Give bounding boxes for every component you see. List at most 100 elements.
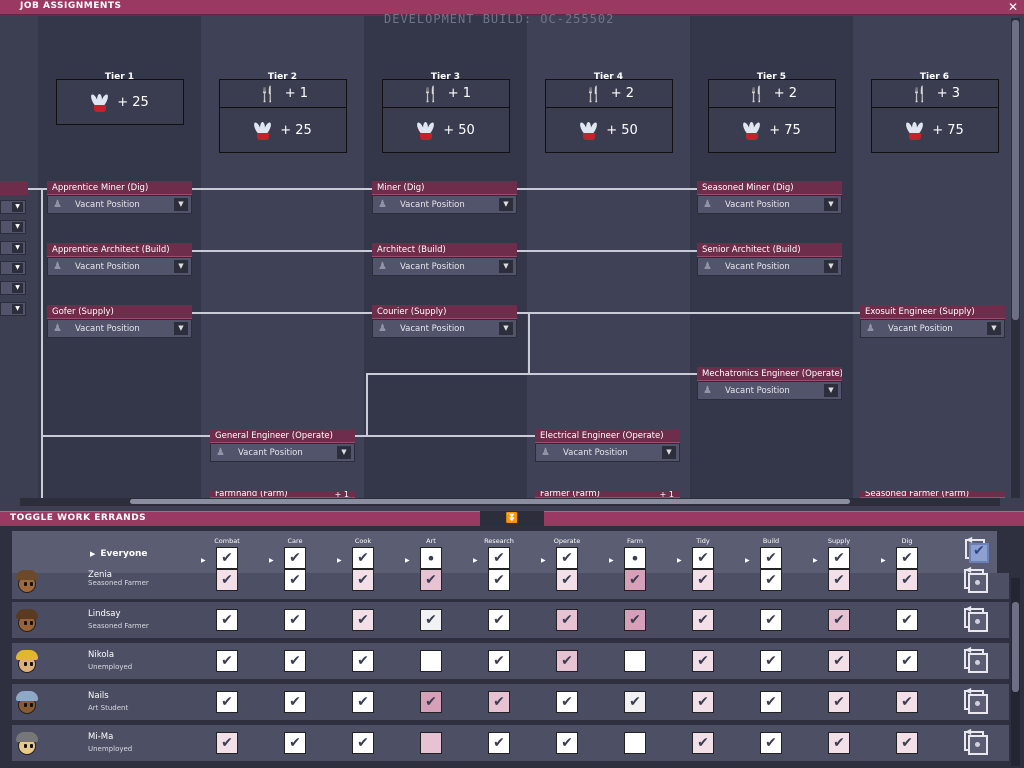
- errand-checkbox[interactable]: ✔: [828, 732, 850, 754]
- errand-checkbox[interactable]: ✔: [896, 650, 918, 672]
- scroll-thumb[interactable]: [1012, 602, 1019, 692]
- copy-settings-button[interactable]: ◀: [960, 727, 988, 755]
- dropdown-icon[interactable]: ▼: [12, 283, 23, 293]
- errand-checkbox[interactable]: ✔: [896, 569, 918, 591]
- errand-checkbox[interactable]: ✔: [488, 650, 510, 672]
- errand-checkbox[interactable]: ✔: [284, 650, 306, 672]
- job-area-vertical-scrollbar[interactable]: [1011, 18, 1020, 498]
- dropdown-icon[interactable]: ▼: [12, 222, 23, 232]
- everyone-duplicate-settings[interactable]: ◀: [950, 535, 998, 563]
- job-slot[interactable]: ♟ Vacant Position ▼: [210, 443, 355, 462]
- errand-checkbox[interactable]: ✔: [216, 569, 238, 591]
- errand-checkbox[interactable]: ✔: [420, 609, 442, 631]
- dupe-avatar[interactable]: [14, 688, 40, 716]
- offscreen-job-slot[interactable]: ▼: [0, 220, 26, 234]
- job-slot[interactable]: ♟ Vacant Position ▼: [697, 257, 842, 276]
- job-slot[interactable]: ♟ Vacant Position ▼: [47, 257, 192, 276]
- errand-checkbox[interactable]: ✔: [216, 732, 238, 754]
- copy-settings-icon[interactable]: ◀: [960, 686, 988, 714]
- checkbox[interactable]: ✔: [352, 547, 374, 569]
- copy-settings-icon[interactable]: ◀: [960, 604, 988, 632]
- errand-checkbox[interactable]: ✔: [488, 691, 510, 713]
- errand-checkbox[interactable]: ✔: [760, 650, 782, 672]
- dropdown-icon[interactable]: ▼: [337, 446, 351, 459]
- errand-checkbox[interactable]: ✔: [352, 650, 374, 672]
- errand-checkbox[interactable]: ✔: [352, 732, 374, 754]
- copy-settings-button[interactable]: ◀: [960, 686, 988, 714]
- job-slot[interactable]: ♟ Vacant Position ▼: [372, 319, 517, 338]
- errand-checkbox[interactable]: ✔: [692, 732, 714, 754]
- dropdown-icon[interactable]: ▼: [174, 260, 188, 273]
- errand-checkbox[interactable]: ✔: [284, 732, 306, 754]
- scroll-thumb[interactable]: [1012, 20, 1019, 320]
- errand-checkbox[interactable]: ✔: [420, 569, 442, 591]
- job-slot[interactable]: ♟ Vacant Position ▼: [697, 195, 842, 214]
- errand-checkbox[interactable]: ✔: [828, 650, 850, 672]
- partial-checkbox[interactable]: •: [624, 547, 646, 569]
- errand-checkbox[interactable]: ✔: [216, 691, 238, 713]
- errand-checkbox[interactable]: ✔: [352, 609, 374, 631]
- errand-checkbox[interactable]: ✔: [692, 609, 714, 631]
- errand-checkbox[interactable]: ✔: [488, 569, 510, 591]
- job-slot[interactable]: ♟ Vacant Position ▼: [372, 195, 517, 214]
- errand-checkbox[interactable]: ✔: [556, 732, 578, 754]
- scroll-thumb[interactable]: [130, 499, 850, 504]
- dupe-avatar[interactable]: [14, 567, 40, 595]
- everyone-label[interactable]: ▶ Everyone: [90, 549, 148, 559]
- errand-checkbox[interactable]: [420, 732, 442, 754]
- errand-checkbox[interactable]: ✔: [284, 609, 306, 631]
- offscreen-job-slot[interactable]: ▼: [0, 261, 26, 275]
- dropdown-icon[interactable]: ▼: [499, 260, 513, 273]
- job-slot[interactable]: ♟ Vacant Position ▼: [697, 381, 842, 400]
- errand-checkbox[interactable]: ✔: [556, 609, 578, 631]
- checkbox[interactable]: ✔: [692, 547, 714, 569]
- errand-checkbox[interactable]: ✔: [420, 691, 442, 713]
- errand-checkbox[interactable]: ✔: [352, 569, 374, 591]
- dropdown-icon[interactable]: ▼: [987, 322, 1001, 335]
- errand-checkbox[interactable]: ✔: [828, 609, 850, 631]
- job-slot[interactable]: ♟ Vacant Position ▼: [47, 195, 192, 214]
- copy-settings-button[interactable]: ◀: [960, 565, 988, 593]
- errand-checkbox[interactable]: ✔: [760, 732, 782, 754]
- dropdown-icon[interactable]: ▼: [824, 198, 838, 211]
- errand-checkbox[interactable]: ✔: [828, 569, 850, 591]
- partial-checkbox[interactable]: •: [420, 547, 442, 569]
- dropdown-icon[interactable]: ▼: [12, 202, 23, 212]
- errands-vertical-scrollbar[interactable]: [1011, 578, 1020, 766]
- dropdown-icon[interactable]: ▼: [499, 322, 513, 335]
- dropdown-icon[interactable]: ▼: [824, 260, 838, 273]
- errand-checkbox[interactable]: ✔: [624, 569, 646, 591]
- copy-settings-icon[interactable]: ◀: [960, 645, 988, 673]
- dropdown-icon[interactable]: ▼: [499, 198, 513, 211]
- copy-settings-button[interactable]: ◀: [960, 645, 988, 673]
- copy-settings-button[interactable]: ◀: [960, 604, 988, 632]
- errand-checkbox[interactable]: ✔: [692, 650, 714, 672]
- errand-checkbox[interactable]: ✔: [692, 691, 714, 713]
- errand-checkbox[interactable]: ✔: [624, 609, 646, 631]
- dupe-avatar[interactable]: [14, 647, 40, 675]
- job-area-horizontal-scrollbar[interactable]: [20, 498, 1000, 506]
- errand-checkbox[interactable]: ✔: [352, 691, 374, 713]
- offscreen-job-slot[interactable]: ▼: [0, 241, 26, 255]
- dropdown-icon[interactable]: ▼: [12, 263, 23, 273]
- errand-checkbox[interactable]: ✔: [760, 609, 782, 631]
- checkbox[interactable]: ✔: [828, 547, 850, 569]
- errand-checkbox[interactable]: ✔: [692, 569, 714, 591]
- errand-checkbox[interactable]: ✔: [284, 691, 306, 713]
- checkbox[interactable]: ✔: [896, 547, 918, 569]
- errand-checkbox[interactable]: ✔: [556, 691, 578, 713]
- errand-checkbox[interactable]: ✔: [284, 569, 306, 591]
- errand-checkbox[interactable]: ✔: [556, 569, 578, 591]
- dupe-avatar[interactable]: [14, 729, 40, 757]
- errand-checkbox[interactable]: [624, 650, 646, 672]
- errand-checkbox[interactable]: ✔: [896, 609, 918, 631]
- errand-checkbox[interactable]: ✔: [828, 691, 850, 713]
- dropdown-icon[interactable]: ▼: [662, 446, 676, 459]
- checkbox[interactable]: ✔: [760, 547, 782, 569]
- errand-checkbox[interactable]: [420, 650, 442, 672]
- job-slot[interactable]: ♟ Vacant Position ▼: [372, 257, 517, 276]
- dropdown-icon[interactable]: ▼: [12, 304, 23, 314]
- copy-settings-icon[interactable]: ◀: [960, 565, 988, 593]
- errand-checkbox[interactable]: ✔: [216, 650, 238, 672]
- errand-checkbox[interactable]: ✔: [488, 732, 510, 754]
